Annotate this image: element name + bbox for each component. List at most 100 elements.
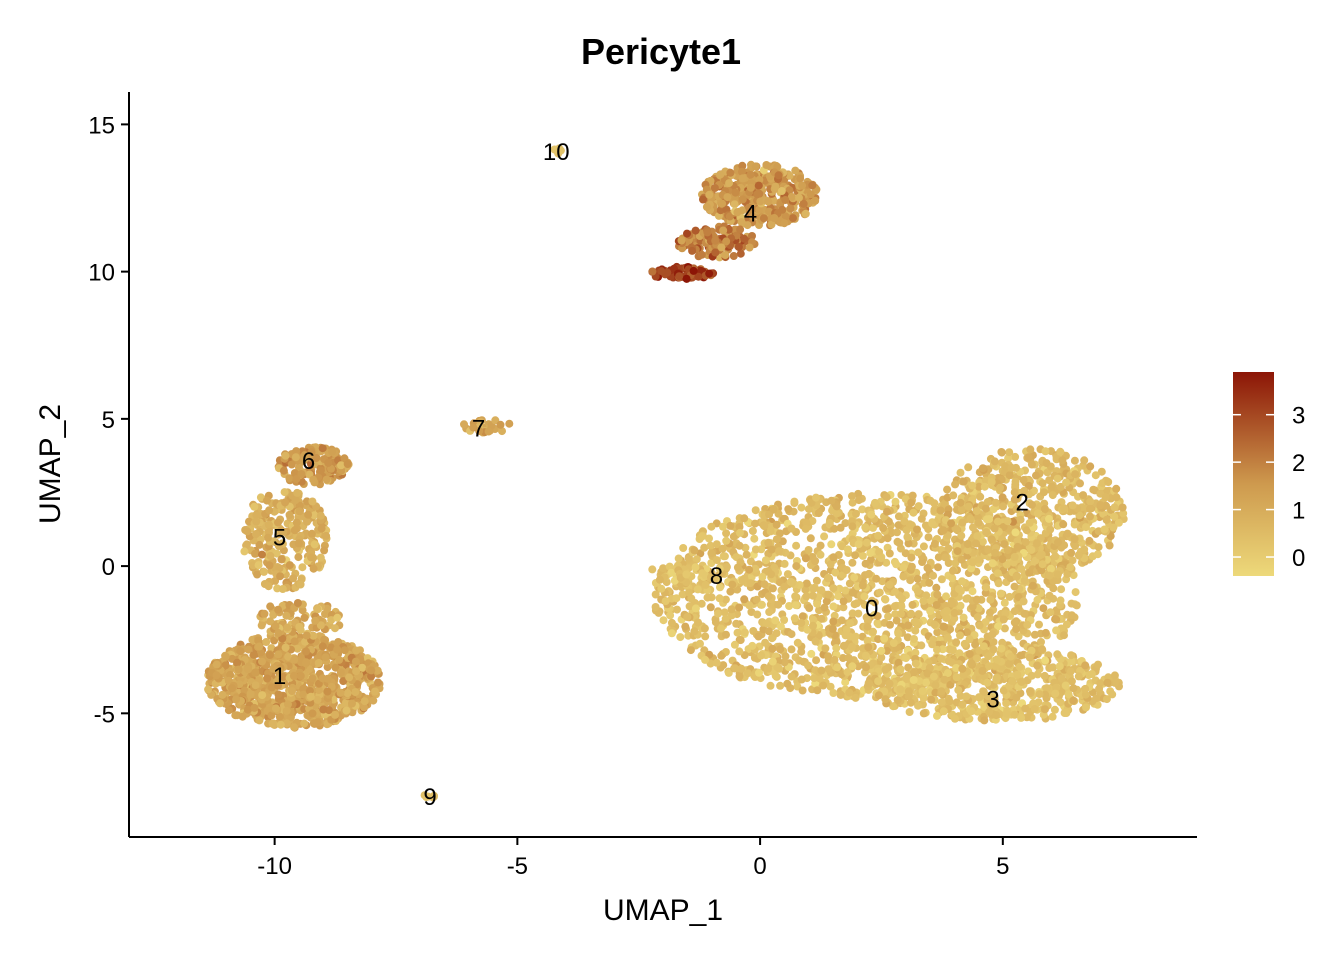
cell-point xyxy=(860,592,869,601)
cell-point xyxy=(1030,705,1039,713)
cell-point xyxy=(982,528,991,537)
cell-point xyxy=(933,645,941,654)
cell-point xyxy=(298,563,307,572)
cell-point xyxy=(945,697,954,706)
cell-point xyxy=(374,678,382,687)
cell-point xyxy=(300,613,309,622)
cell-point xyxy=(722,630,730,639)
cell-point xyxy=(253,570,262,579)
cell-point xyxy=(721,614,730,623)
cell-point xyxy=(801,554,810,563)
cell-point xyxy=(1039,604,1048,613)
cell-point xyxy=(898,594,907,603)
cell-point xyxy=(769,505,778,514)
cell-point xyxy=(879,524,888,532)
cell-point xyxy=(1005,471,1014,480)
cell-point xyxy=(1020,609,1029,618)
cell-point xyxy=(667,629,676,638)
cell-point xyxy=(986,608,994,617)
cell-point xyxy=(718,199,727,208)
cell-point xyxy=(212,660,221,669)
cell-point xyxy=(778,537,787,546)
cell-point xyxy=(897,609,905,618)
cell-point xyxy=(951,559,960,568)
cell-point xyxy=(1010,607,1019,616)
cell-point xyxy=(937,575,946,584)
cell-point xyxy=(720,552,729,561)
cell-point xyxy=(352,646,361,655)
cell-point xyxy=(1053,650,1062,659)
cell-point xyxy=(696,639,704,648)
cell-point xyxy=(1061,681,1070,690)
cell-point xyxy=(1114,518,1123,527)
cell-point xyxy=(1032,471,1040,480)
cell-point xyxy=(974,518,983,527)
cell-point xyxy=(737,664,746,673)
cell-point xyxy=(1068,501,1077,510)
cell-point xyxy=(1102,515,1111,524)
cell-point xyxy=(308,674,317,683)
cell-point xyxy=(959,613,968,622)
cell-point xyxy=(672,594,681,603)
cell-point xyxy=(1067,651,1076,660)
cell-point xyxy=(716,583,724,592)
cell-point xyxy=(296,580,305,589)
cell-point xyxy=(1110,512,1119,521)
cell-point xyxy=(1041,705,1049,714)
cell-point xyxy=(922,678,931,687)
cell-point xyxy=(864,569,873,578)
cell-point xyxy=(1056,447,1065,456)
cell-point xyxy=(1008,677,1017,686)
cell-point xyxy=(736,249,745,258)
cell-point xyxy=(1066,563,1075,572)
cell-point xyxy=(745,243,754,252)
cell-point xyxy=(249,650,258,659)
cell-point xyxy=(255,642,264,651)
cell-point xyxy=(989,645,998,654)
cell-point xyxy=(991,548,999,557)
cell-point xyxy=(484,427,493,436)
cell-point xyxy=(743,669,752,678)
cell-point xyxy=(975,482,983,491)
cell-point xyxy=(307,553,316,562)
cell-point xyxy=(858,551,867,560)
cell-point xyxy=(706,603,715,612)
cell-point xyxy=(285,510,294,519)
cell-point xyxy=(786,577,795,586)
cell-point xyxy=(854,609,863,618)
cell-point xyxy=(726,168,735,177)
cell-point xyxy=(802,519,811,527)
cell-point xyxy=(736,636,745,645)
cluster-label-6: 6 xyxy=(302,448,315,475)
cell-point xyxy=(204,685,213,694)
cell-point xyxy=(369,696,378,705)
cell-point xyxy=(851,693,860,702)
cell-point xyxy=(981,504,990,513)
cell-point xyxy=(689,266,698,275)
cell-point xyxy=(264,582,273,591)
cell-point xyxy=(302,658,310,667)
cell-point xyxy=(735,523,744,531)
cell-point xyxy=(1011,528,1020,537)
cell-point xyxy=(728,580,737,589)
cell-point xyxy=(1012,572,1021,581)
cell-point xyxy=(731,188,740,197)
cell-point xyxy=(768,584,777,593)
cell-point xyxy=(1017,565,1026,573)
cell-point xyxy=(264,533,272,542)
cell-point xyxy=(776,622,785,631)
cell-point xyxy=(1026,445,1035,454)
cell-point xyxy=(309,564,318,573)
cell-point xyxy=(999,502,1007,511)
cell-point xyxy=(832,502,841,511)
cell-point xyxy=(281,498,290,507)
cell-point xyxy=(276,720,285,729)
cell-point xyxy=(460,420,468,429)
cell-point xyxy=(1100,525,1109,534)
cell-point xyxy=(1028,581,1037,590)
cell-point xyxy=(1081,661,1090,670)
cell-point xyxy=(848,642,856,651)
cell-point xyxy=(793,638,802,647)
cell-point xyxy=(863,636,872,645)
cell-point xyxy=(1017,677,1026,686)
